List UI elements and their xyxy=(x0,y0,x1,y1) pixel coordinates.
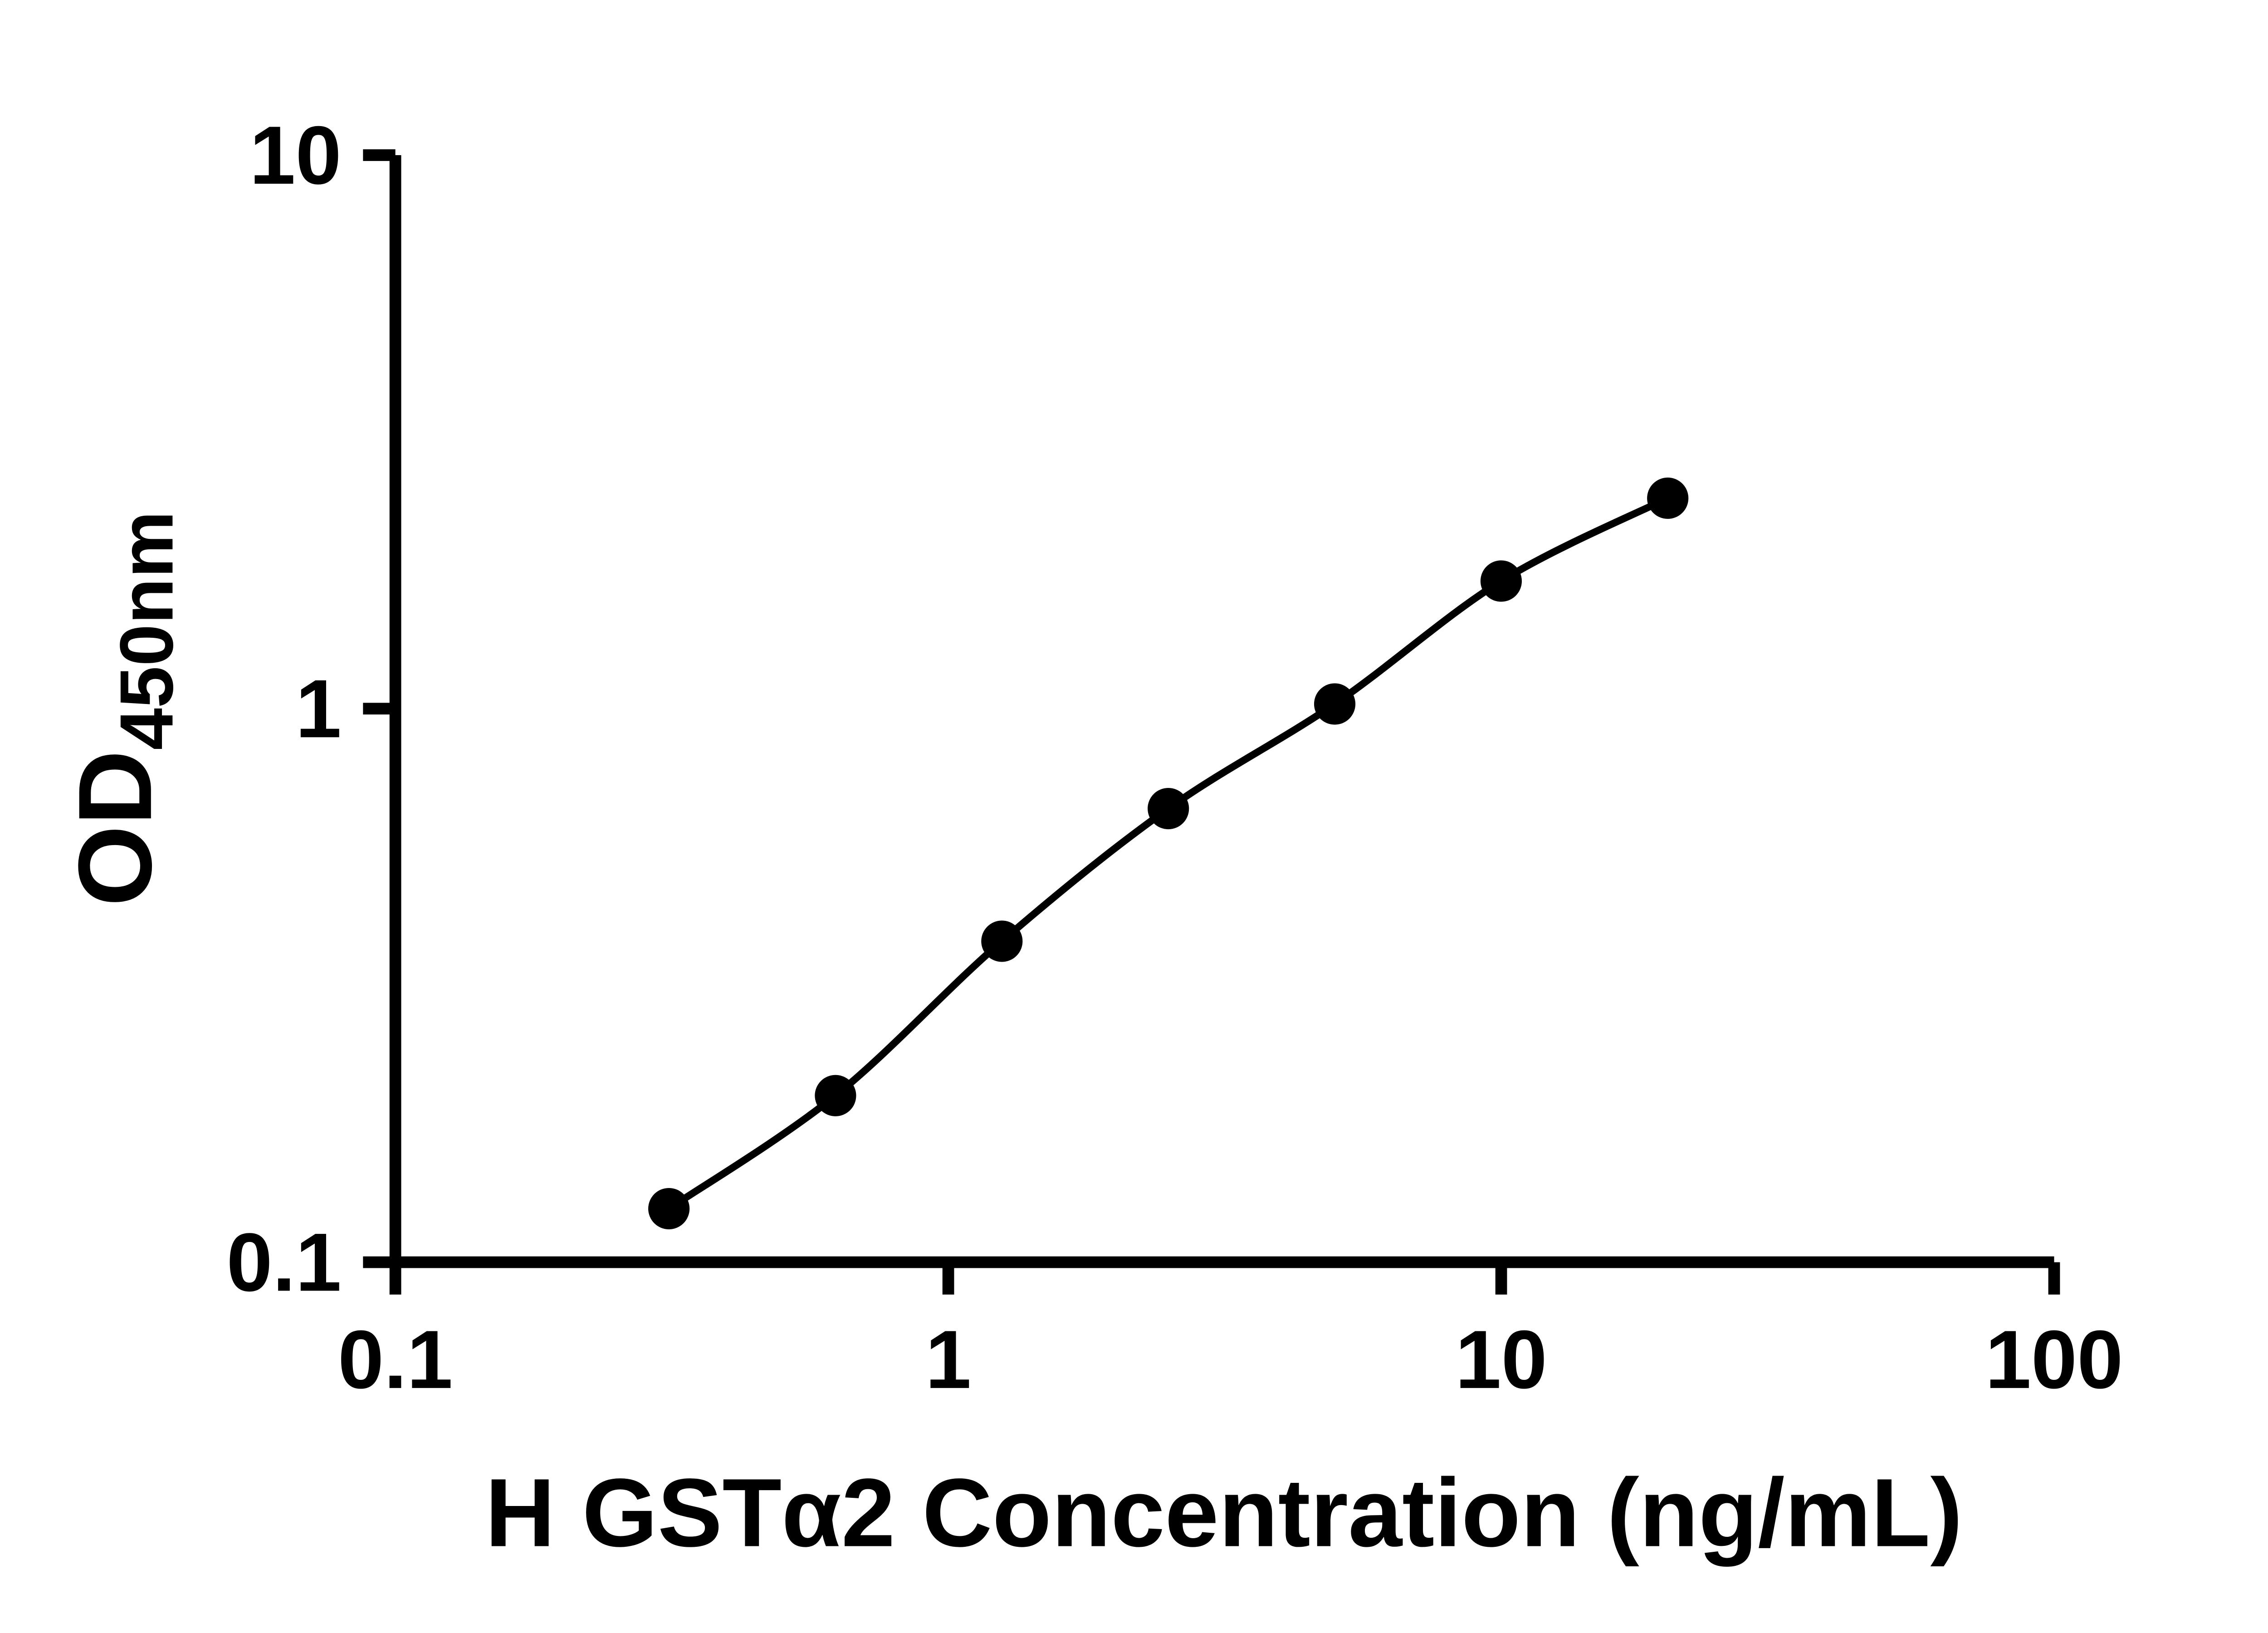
y-tick-label: 10 xyxy=(249,109,342,201)
y-axis-label-subscript: 450nm xyxy=(104,511,189,750)
y-tick-label: 0.1 xyxy=(226,1216,341,1309)
y-axis-label: OD450nm xyxy=(57,511,189,906)
x-tick-label: 100 xyxy=(1985,1313,2123,1406)
data-point xyxy=(981,920,1023,962)
x-axis-title: H GSTα2 Concentration (ng/mL) xyxy=(485,1459,1962,1567)
x-tick-label: 0.1 xyxy=(338,1313,453,1406)
x-tick-label: 1 xyxy=(925,1313,971,1406)
y-axis-label-main: OD xyxy=(57,750,173,907)
data-point xyxy=(648,1188,690,1230)
series-group xyxy=(648,477,1689,1230)
data-point xyxy=(815,1075,856,1116)
axes-group: 0.1 1 10 100 0.1 1 10 xyxy=(226,109,2123,1406)
data-point xyxy=(1148,788,1189,830)
data-point xyxy=(1647,477,1689,519)
y-tick-label: 1 xyxy=(295,662,341,755)
data-point xyxy=(1314,683,1356,725)
x-tick-label: 10 xyxy=(1455,1313,1547,1406)
data-point xyxy=(1480,560,1522,602)
